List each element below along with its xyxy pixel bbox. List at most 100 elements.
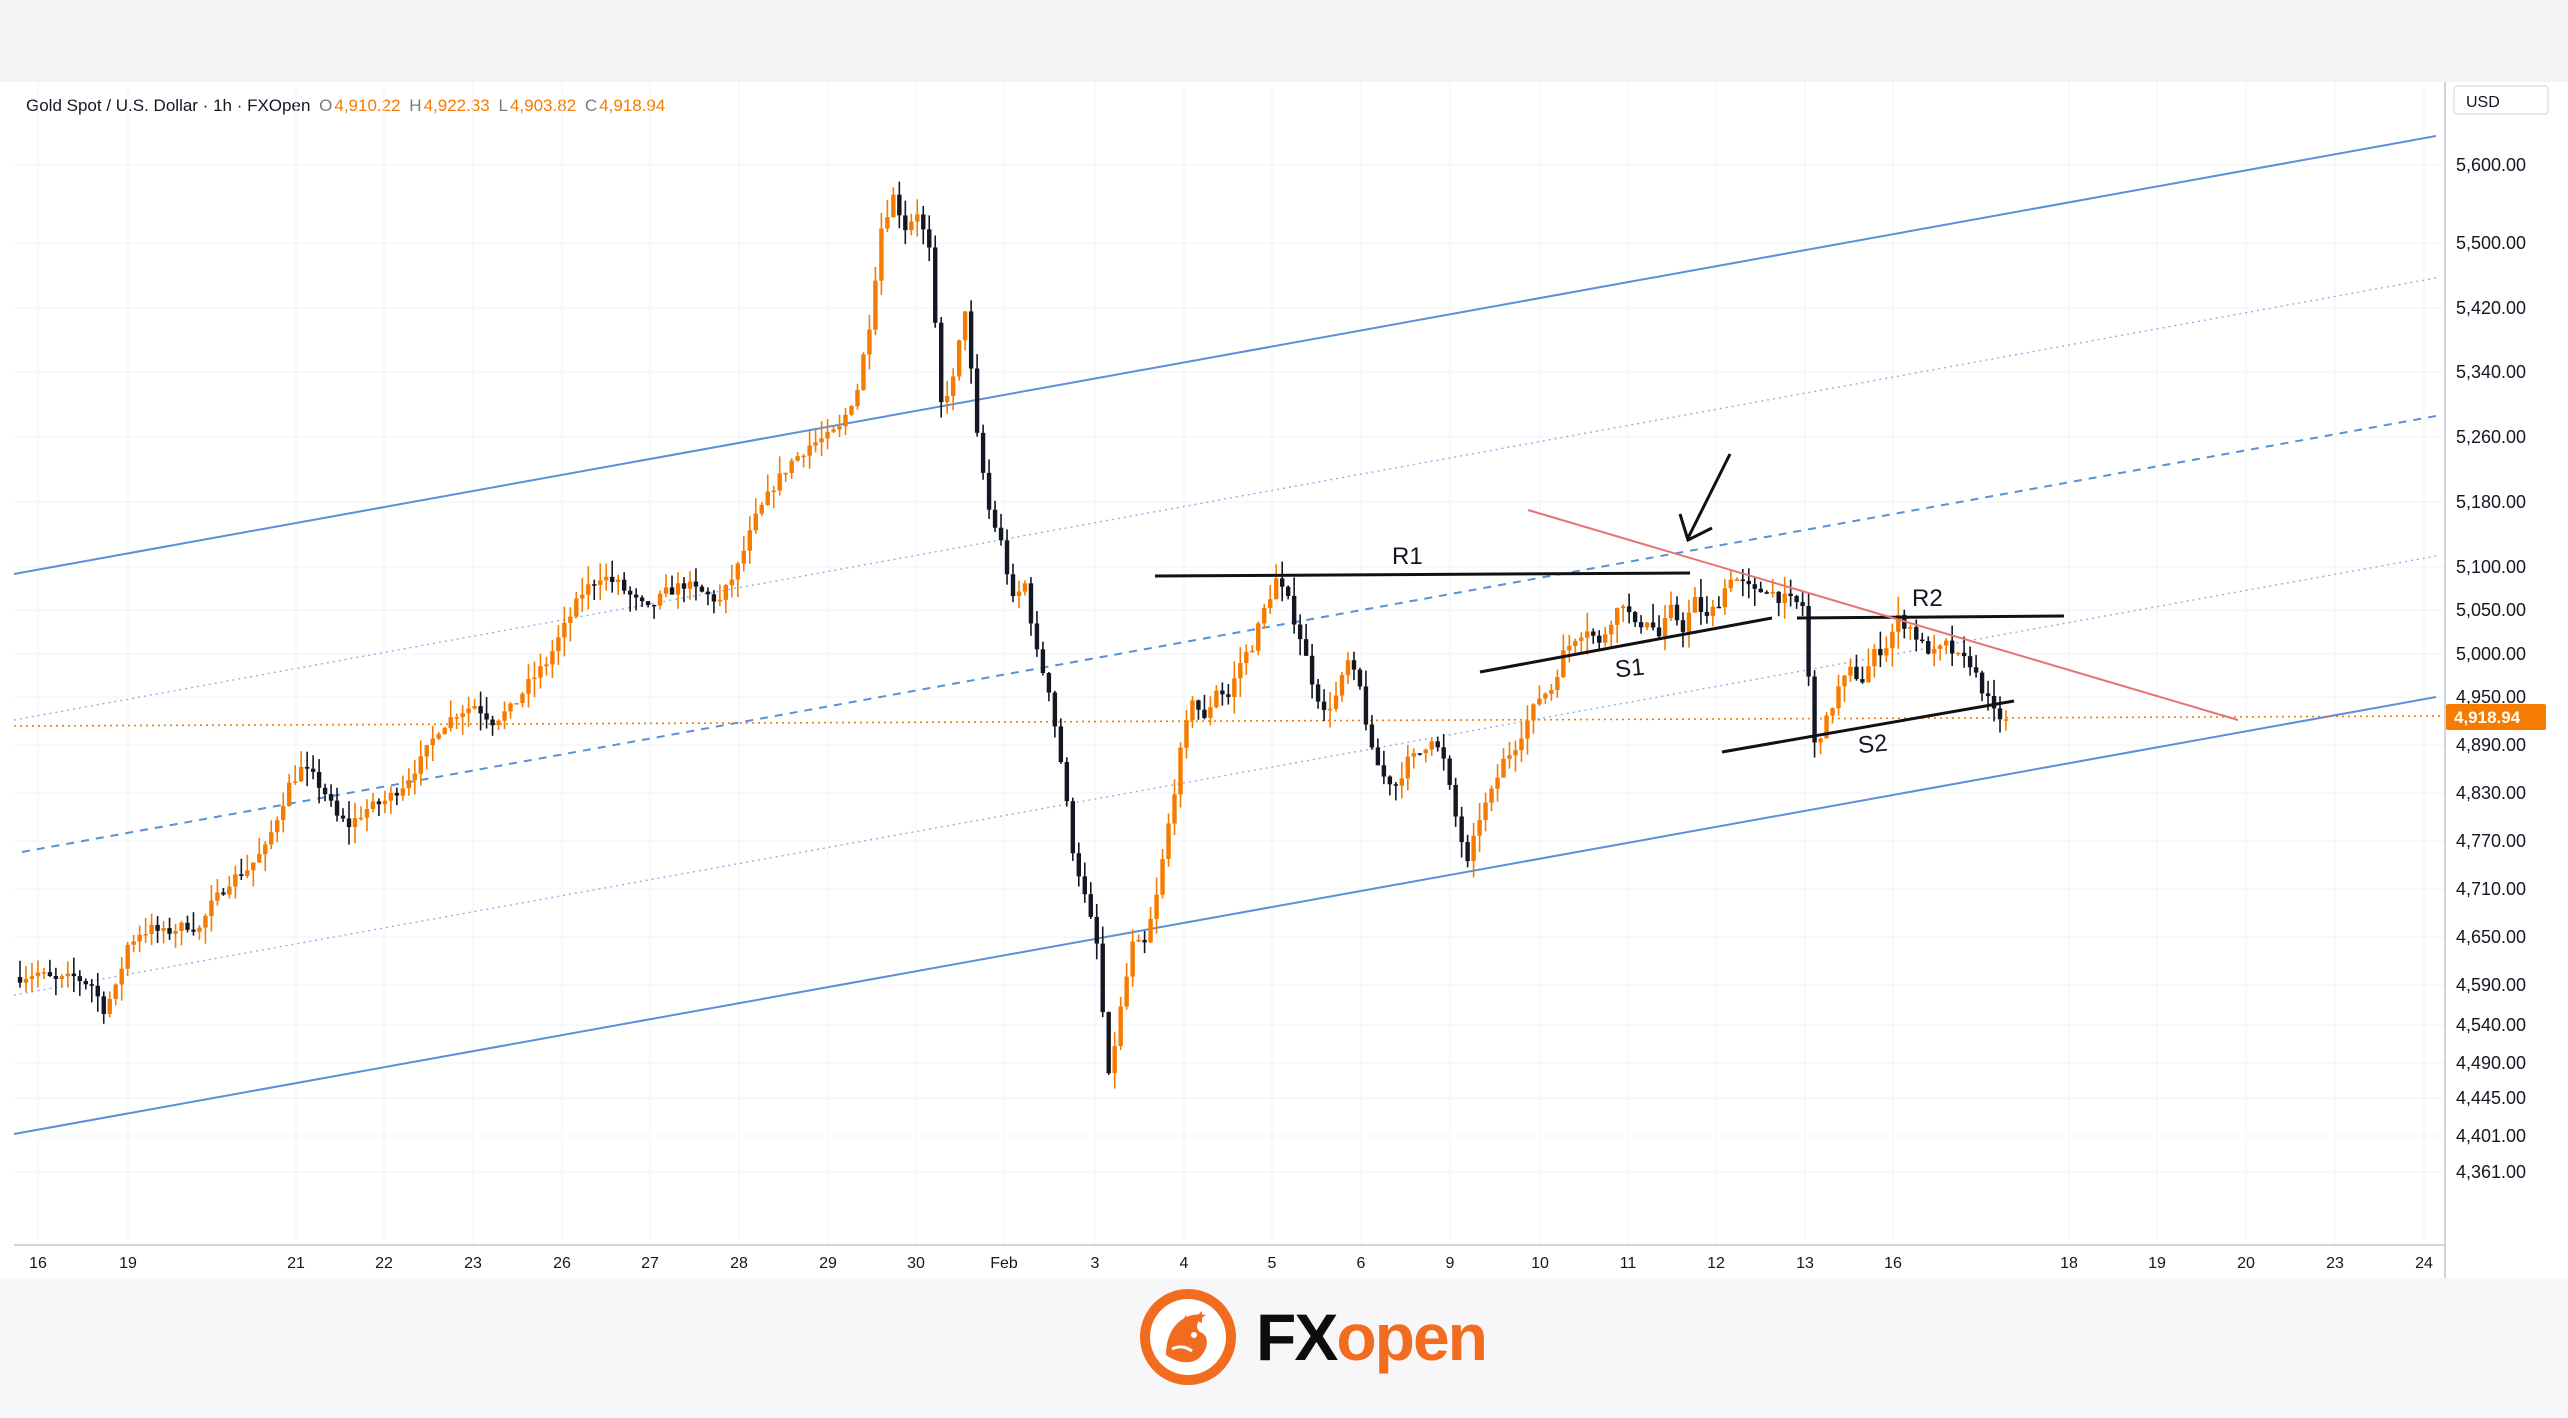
y-tick-label: 4,650.00: [2456, 927, 2526, 947]
candle: [167, 917, 172, 940]
candle: [173, 924, 178, 948]
candle: [651, 604, 657, 619]
price-axis[interactable]: 5,600.00 5,500.00 5,420.00 5,340.00 5,260.00…: [2456, 155, 2526, 1182]
x-tick-label: Feb: [990, 1255, 1018, 1272]
candle: [723, 584, 729, 613]
candle: [1585, 612, 1590, 655]
candle: [1327, 692, 1333, 728]
candle: [1932, 634, 1937, 667]
candle: [424, 744, 429, 770]
candle: [1387, 775, 1393, 796]
last-price-label: 4,918.94: [2454, 708, 2521, 727]
x-tick-label: 16: [1884, 1255, 1902, 1272]
candle: [944, 381, 950, 414]
arrow-icon: [1678, 453, 1732, 543]
candle: [1291, 577, 1297, 634]
candle: [1190, 696, 1195, 728]
candle: [59, 974, 65, 988]
time-axis[interactable]: 16 19 21 22 23 26 27 28 29 30 Feb 3 4 5 6 9 10 11 12 13 16 18…: [29, 1255, 2433, 1272]
candle: [1872, 644, 1877, 678]
candle: [125, 941, 130, 976]
candle: [1501, 748, 1506, 778]
candle: [430, 725, 435, 762]
y-tick-label: 4,361.00: [2456, 1162, 2526, 1182]
candle: [903, 200, 908, 245]
x-tick-label: 30: [907, 1255, 925, 1272]
candle: [1848, 658, 1853, 683]
candle: [155, 916, 160, 943]
candle: [1866, 648, 1871, 683]
candle: [1100, 926, 1105, 1018]
s1-support-line[interactable]: [1479, 616, 1773, 674]
candle: [843, 407, 848, 436]
candle: [1076, 842, 1082, 887]
symbol-label[interactable]: Gold Spot / U.S. Dollar · 1h · FXOpen: [26, 96, 311, 115]
price-chart[interactable]: R1 S1 R2 S2 5,600.00 5,500.00 5,420.00 5,34…: [0, 0, 2568, 1278]
candle: [1836, 674, 1841, 716]
candle: [586, 566, 591, 610]
candle: [203, 913, 208, 944]
candle: [448, 700, 453, 732]
candle: [1638, 615, 1644, 634]
candle: [693, 568, 699, 601]
candle: [1058, 718, 1064, 764]
candle: [1758, 581, 1763, 593]
last-price-badge: 4,918.94: [2446, 704, 2546, 730]
candle: [879, 212, 884, 295]
candle: [286, 773, 292, 807]
candle: [376, 798, 382, 816]
y-tick-label: 4,710.00: [2456, 879, 2526, 899]
candle: [137, 925, 142, 953]
candle: [1070, 797, 1076, 861]
candle: [1573, 638, 1578, 654]
x-tick-label: 24: [2415, 1255, 2433, 1272]
x-tick-label: 16: [29, 1255, 47, 1272]
descending-trendline[interactable]: [1527, 509, 2239, 721]
time-axis-border: [14, 1244, 2446, 1246]
y-tick-label: 4,540.00: [2456, 1015, 2526, 1035]
candle: [699, 584, 705, 593]
candle: [1262, 603, 1267, 629]
candle: [705, 587, 711, 606]
candle: [1967, 646, 1973, 676]
candle: [1710, 599, 1716, 627]
candle: [1435, 736, 1440, 752]
candle: [1608, 620, 1614, 647]
candle: [1411, 748, 1416, 769]
r1-resistance-line[interactable]: [1154, 571, 1691, 578]
candle: [1800, 592, 1805, 616]
candle: [394, 787, 400, 806]
candle: [1321, 689, 1327, 722]
channel-upper-mid-line: [13, 277, 2437, 721]
candle: [1022, 580, 1028, 596]
channel-median-line: [21, 415, 2437, 853]
y-tick-label: 5,100.00: [2456, 557, 2526, 577]
s2-support-line[interactable]: [1721, 699, 2015, 754]
currency-box[interactable]: USD: [2453, 85, 2549, 115]
candle: [711, 590, 717, 614]
y-tick-label: 4,445.00: [2456, 1088, 2526, 1108]
candle: [1297, 614, 1303, 656]
currency-label: USD: [2466, 94, 2500, 111]
candle: [1004, 529, 1010, 585]
candle: [1764, 590, 1769, 595]
open-label: O: [319, 96, 333, 115]
candle: [1650, 603, 1656, 631]
candle: [568, 607, 573, 642]
chart-frame: [10, 82, 2558, 1278]
candle: [1902, 609, 1907, 639]
candle: [340, 808, 346, 822]
candle: [1483, 792, 1488, 832]
candle: [831, 426, 836, 433]
candle: [1973, 654, 1979, 678]
r2-resistance-line[interactable]: [1796, 614, 2065, 620]
candle: [1991, 679, 1997, 722]
x-tick-label: 5: [1268, 1255, 1277, 1272]
candle: [275, 816, 280, 843]
candle: [179, 920, 184, 946]
channel-lower-mid-line: [13, 555, 2437, 996]
x-tick-label: 20: [2237, 1255, 2255, 1272]
candle: [1309, 643, 1315, 699]
candle: [747, 516, 752, 564]
candle: [1920, 632, 1925, 644]
